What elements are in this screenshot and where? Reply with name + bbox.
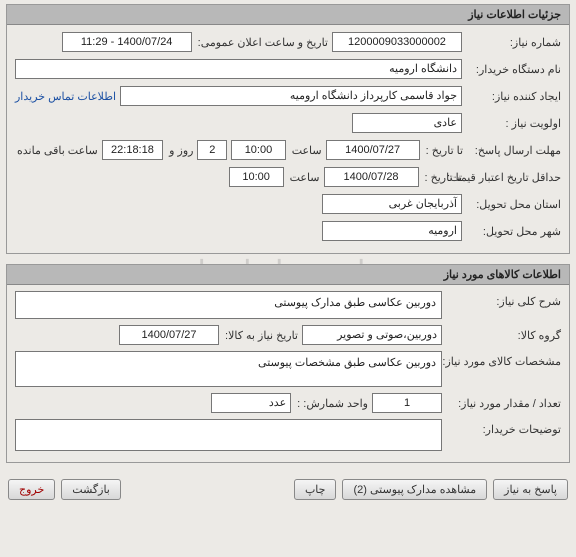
days-remaining-label: روز و: [167, 144, 193, 157]
province-label: استان محل تحویل:: [466, 198, 561, 211]
deadline-time-field: 10:00: [231, 140, 285, 160]
row-creator: ایجاد کننده نیاز: جواد قاسمی کارپرداز دا…: [15, 85, 561, 107]
validity-label: حداقل تاریخ اعتبار قیمت:: [466, 171, 561, 184]
action-row: پاسخ به نیاز مشاهده مدارک پیوستی (2) چاپ…: [0, 473, 576, 508]
buyer-notes-label: توضیحات خریدار:: [446, 419, 561, 436]
city-field: ارومیه: [322, 221, 462, 241]
creator-label: ایجاد کننده نیاز:: [466, 90, 561, 103]
row-spec: مشخصات کالای مورد نیاز: دوربین عکاسی طبق…: [15, 351, 561, 387]
attachments-button[interactable]: مشاهده مدارک پیوستی (2): [342, 479, 487, 500]
row-desc: شرح کلی نیاز: دوربین عکاسی طبق مدارک پیو…: [15, 291, 561, 319]
unit-label: واحد شمارش: :: [295, 397, 368, 410]
validity-date-field: 1400/07/28: [324, 167, 419, 187]
row-deadline: مهلت ارسال پاسخ: تا تاریخ : 1400/07/27 س…: [15, 139, 561, 161]
row-validity: حداقل تاریخ اعتبار قیمت: تا تاریخ : 1400…: [15, 166, 561, 188]
row-qty: تعداد / مقدار مورد نیاز: 1 واحد شمارش: :…: [15, 392, 561, 414]
pub-dt-field: 1400/07/24 - 11:29: [62, 32, 192, 52]
row-city: شهر محل تحویل: ارومیه: [15, 220, 561, 242]
need-no-label: شماره نیاز:: [466, 36, 561, 49]
spec-field: دوربین عکاسی طبق مشخصات پیوستی: [15, 351, 442, 387]
buyer-name-label: نام دستگاه خریدار:: [466, 63, 561, 76]
need-date-field: 1400/07/27: [119, 325, 219, 345]
until-label-2: تا تاریخ :: [423, 171, 462, 184]
contact-link[interactable]: اطلاعات تماس خریدار: [15, 90, 116, 103]
print-button[interactable]: چاپ: [294, 479, 337, 500]
row-priority: اولویت نیاز : عادی: [15, 112, 561, 134]
buyer-name-field: دانشگاه ارومیه: [15, 59, 462, 79]
row-need-no: شماره نیاز: 1200009033000002 تاریخ و ساع…: [15, 31, 561, 53]
group-label: گروه کالا:: [446, 329, 561, 342]
exit-button[interactable]: خروج: [8, 479, 55, 500]
row-buyer-name: نام دستگاه خریدار: دانشگاه ارومیه: [15, 58, 561, 80]
pub-dt-label: تاریخ و ساعت اعلان عمومی:: [196, 36, 328, 49]
need-no-field: 1200009033000002: [332, 32, 462, 52]
validity-time-field: 10:00: [229, 167, 284, 187]
unit-field: عدد: [211, 393, 291, 413]
deadline-label: مهلت ارسال پاسخ:: [467, 144, 561, 157]
row-buyer-notes: توضیحات خریدار:: [15, 419, 561, 451]
back-button[interactable]: بازگشت: [61, 479, 121, 500]
desc-field: دوربین عکاسی طبق مدارک پیوستی: [15, 291, 442, 319]
need-info-panel: جزئیات اطلاعات نیاز شماره نیاز: 12000090…: [6, 4, 570, 254]
time-label-2: ساعت: [288, 171, 320, 184]
qty-field: 1: [372, 393, 442, 413]
priority-label: اولویت نیاز :: [466, 117, 561, 130]
goods-title: اطلاعات کالاهای مورد نیاز: [7, 265, 569, 285]
deadline-date-field: 1400/07/27: [326, 140, 420, 160]
row-group: گروه کالا: دوربین،صوتی و تصویر تاریخ نیا…: [15, 324, 561, 346]
until-label-1: تا تاریخ :: [424, 144, 463, 157]
creator-field: جواد قاسمی کارپرداز دانشگاه ارومیه: [120, 86, 462, 106]
province-field: آذربایجان غربی: [322, 194, 462, 214]
city-label: شهر محل تحویل:: [466, 225, 561, 238]
row-province: استان محل تحویل: آذربایجان غربی: [15, 193, 561, 215]
time-remaining-label: ساعت باقی مانده: [15, 144, 98, 157]
desc-label: شرح کلی نیاز:: [446, 291, 561, 308]
spec-label: مشخصات کالای مورد نیاز:: [446, 351, 561, 368]
priority-field: عادی: [352, 113, 462, 133]
goods-panel: اطلاعات کالاهای مورد نیاز شرح کلی نیاز: …: [6, 264, 570, 463]
days-remaining-field: 2: [197, 140, 227, 160]
time-label-1: ساعت: [290, 144, 322, 157]
reply-button[interactable]: پاسخ به نیاز: [493, 479, 568, 500]
time-remaining-field: 22:18:18: [102, 140, 163, 160]
need-date-label: تاریخ نیاز به کالا:: [223, 329, 298, 342]
qty-label: تعداد / مقدار مورد نیاز:: [446, 397, 561, 410]
buyer-notes-field: [15, 419, 442, 451]
group-field: دوربین،صوتی و تصویر: [302, 325, 442, 345]
need-info-title: جزئیات اطلاعات نیاز: [7, 5, 569, 25]
